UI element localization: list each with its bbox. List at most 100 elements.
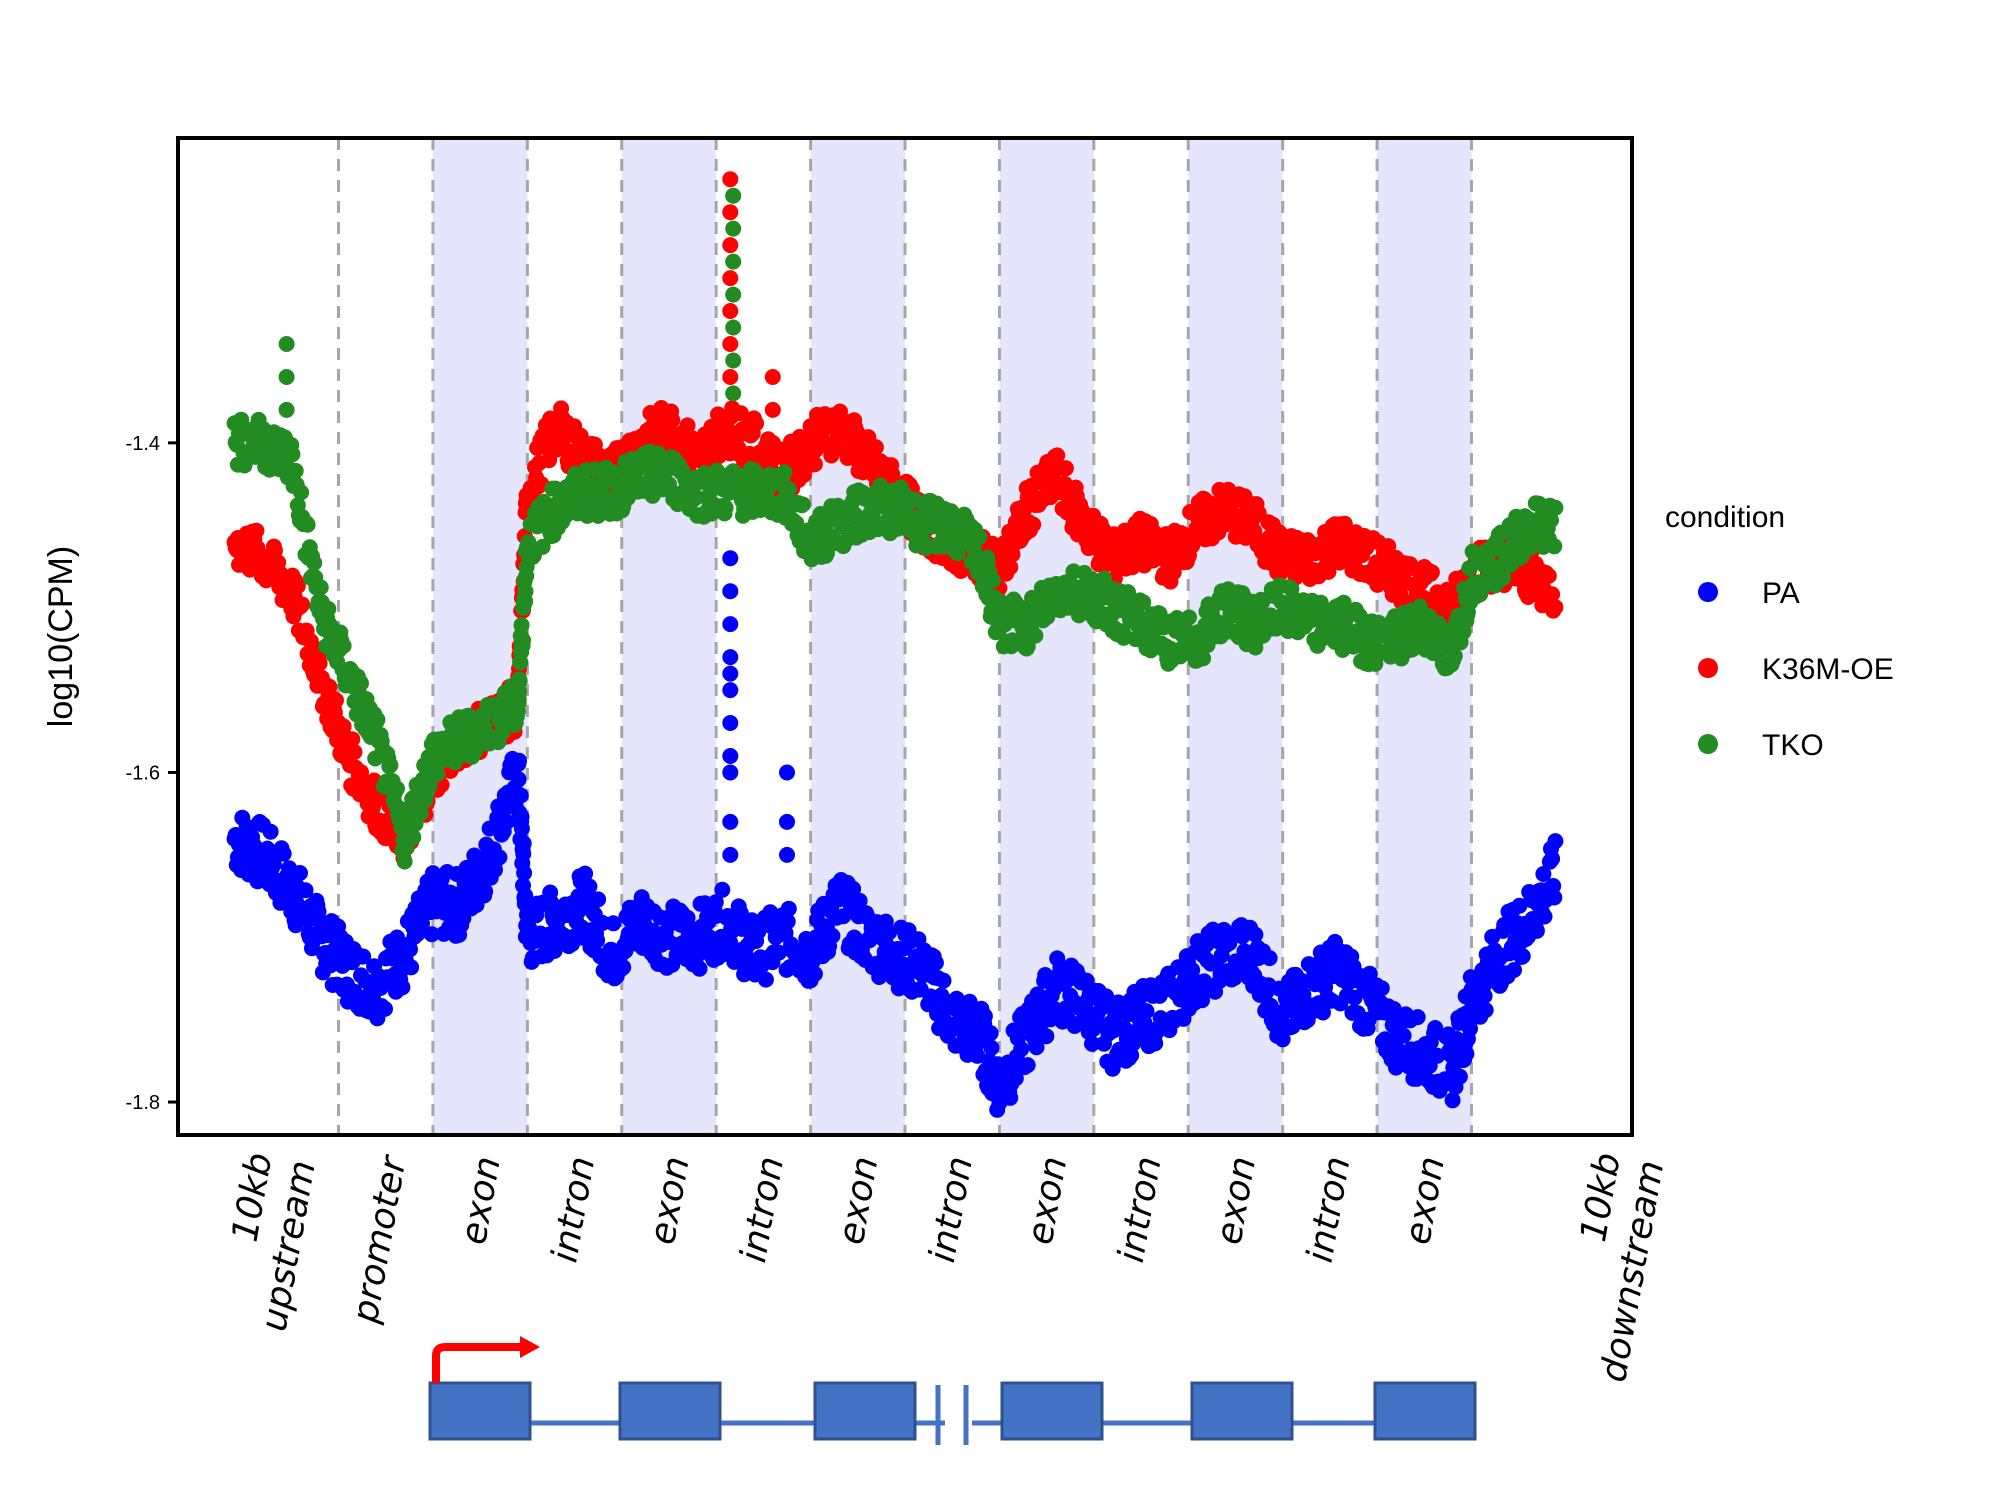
data-point	[1540, 567, 1557, 584]
data-point	[1373, 980, 1390, 997]
data-point	[577, 865, 594, 882]
data-point	[779, 846, 795, 863]
data-point	[1544, 586, 1561, 603]
data-point	[344, 731, 361, 748]
x-segment-label: intron	[922, 1154, 981, 1266]
svg-text:exon: exon	[642, 1154, 698, 1248]
data-point	[982, 1025, 999, 1042]
data-point	[384, 950, 401, 967]
data-point	[377, 1000, 393, 1017]
exon-band	[621, 138, 717, 1135]
data-point	[513, 617, 530, 634]
data-point	[1423, 564, 1440, 581]
data-point	[605, 915, 622, 932]
exon-band	[810, 138, 905, 1135]
x-segment-label: intron	[544, 1154, 603, 1266]
data-point	[289, 578, 306, 594]
data-point	[664, 412, 681, 429]
series-K36M-OE	[226, 400, 1564, 867]
data-point	[1395, 1027, 1412, 1044]
data-point	[845, 880, 862, 897]
spike-PA	[779, 764, 795, 863]
data-point	[405, 829, 422, 846]
data-point	[722, 336, 739, 352]
gene-model-diagram	[428, 1336, 1477, 1445]
data-point	[1181, 609, 1197, 626]
data-point	[590, 891, 607, 908]
data-point	[1013, 1041, 1030, 1057]
legend-label: TKO	[1762, 729, 1824, 762]
data-point	[1546, 889, 1563, 906]
data-point	[1247, 926, 1264, 943]
exon-box	[813, 1381, 917, 1441]
data-point	[1057, 460, 1074, 477]
data-point	[299, 516, 316, 533]
data-point	[510, 771, 527, 788]
data-point	[615, 959, 632, 976]
data-point	[328, 692, 344, 709]
data-point	[510, 694, 527, 711]
data-point	[402, 941, 418, 958]
data-point	[1293, 972, 1310, 989]
data-point	[1511, 897, 1528, 914]
data-point	[1284, 1018, 1301, 1035]
data-point	[1514, 948, 1531, 965]
data-point	[1025, 516, 1042, 533]
data-point	[355, 948, 372, 965]
plot-frame	[176, 136, 1634, 1137]
data-point	[824, 927, 841, 944]
data-point	[722, 303, 739, 319]
data-point	[1477, 1002, 1494, 1019]
data-point	[795, 496, 811, 513]
data-point	[513, 808, 530, 825]
data-point	[1545, 878, 1562, 894]
data-point	[732, 405, 749, 422]
data-point	[1019, 1057, 1036, 1074]
exon-box	[1190, 1381, 1294, 1441]
x-segment-label: exon	[1397, 1154, 1453, 1248]
data-point	[984, 572, 1001, 589]
data-point	[722, 715, 739, 731]
legend-marker	[1698, 658, 1718, 678]
exon-box	[618, 1381, 722, 1441]
data-point	[764, 369, 781, 385]
data-point	[1462, 1020, 1478, 1037]
data-point	[292, 865, 308, 881]
data-point	[679, 417, 696, 434]
data-point	[806, 456, 823, 473]
data-point	[1084, 1035, 1100, 1052]
data-point	[1038, 1028, 1055, 1045]
legend-marker	[1698, 582, 1718, 602]
data-point	[748, 415, 765, 432]
data-point	[722, 583, 739, 600]
data-point	[722, 846, 739, 863]
data-point	[983, 1039, 1000, 1056]
data-point	[717, 499, 734, 516]
data-point	[515, 632, 531, 649]
x-segment-label: intron	[733, 1154, 792, 1266]
data-point	[515, 835, 532, 852]
y-axis-title: log10(CPM)	[42, 546, 80, 727]
x-segment-label: intron	[1300, 1154, 1359, 1266]
spike-K36M-OE	[764, 369, 781, 451]
data-point	[1315, 1004, 1331, 1021]
svg-text:intron: intron	[544, 1154, 603, 1266]
data-point	[1049, 447, 1066, 464]
data-point	[691, 960, 708, 977]
data-point	[722, 204, 739, 221]
data-point	[688, 489, 705, 506]
legend: condition PA K36M-OE TKO	[1665, 501, 1894, 762]
data-point	[1007, 1070, 1024, 1087]
data-point	[1546, 538, 1563, 555]
data-point	[477, 883, 494, 900]
data-point	[294, 596, 311, 613]
y-tick-label: -1.6	[126, 762, 160, 784]
data-point	[1085, 1021, 1102, 1038]
data-point	[971, 529, 988, 545]
exon-box	[1000, 1381, 1104, 1441]
legend-label: K36M-OE	[1762, 653, 1894, 686]
data-point	[722, 171, 739, 188]
data-point	[511, 752, 527, 769]
data-point	[881, 924, 897, 941]
